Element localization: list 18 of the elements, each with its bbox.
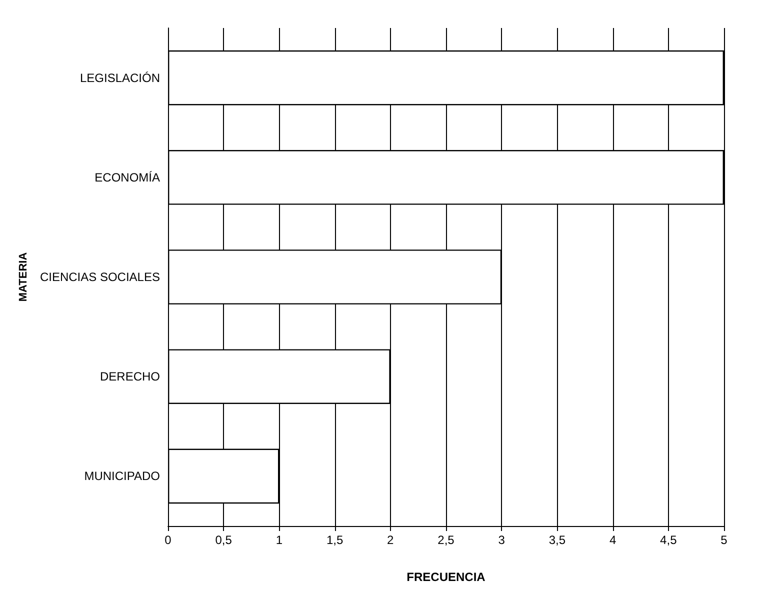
y-tick-label: ECONOMÍA xyxy=(94,170,160,184)
x-tick-label: 2 xyxy=(387,533,394,547)
y-tick-label: LEGISLACIÓN xyxy=(80,70,160,85)
x-axis-title: FRECUENCIA xyxy=(406,570,486,584)
y-axis-title: MATERIA xyxy=(18,252,30,302)
y-tick-label: DERECHO xyxy=(100,370,160,384)
x-tick-label: 4 xyxy=(609,533,616,547)
x-tick-label: 1,5 xyxy=(326,533,344,547)
y-tick-label: MUNICIPADO xyxy=(84,469,160,484)
x-tick-label: 5 xyxy=(720,533,728,547)
x-tick-label: 2,5 xyxy=(438,533,455,547)
x-tick-label: 1 xyxy=(276,533,283,547)
y-tick-label: CIENCIAS SOCIALES xyxy=(40,270,160,284)
x-tick-label: 0 xyxy=(164,533,172,547)
x-tick-label: 3 xyxy=(498,533,506,547)
x-tick-label: 4,5 xyxy=(660,533,678,547)
x-tick-label: 0,5 xyxy=(215,533,232,547)
x-tick-label: 3,5 xyxy=(548,533,566,547)
